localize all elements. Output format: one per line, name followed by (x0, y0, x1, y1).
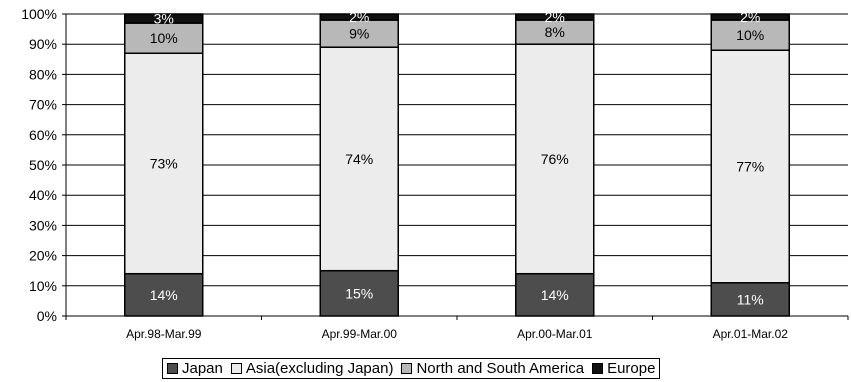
legend-label: Europe (607, 360, 656, 377)
legend-label: North and South America (416, 360, 585, 377)
y-tick-label: 80% (29, 66, 57, 82)
legend-label: Asia(excluding Japan) (245, 360, 394, 377)
y-tick-label: 20% (29, 248, 57, 264)
legend-swatch (401, 363, 413, 374)
data-label: 73% (150, 155, 178, 171)
bar-segment (124, 13, 204, 24)
data-label: 10% (150, 30, 178, 46)
bar-segment (124, 52, 204, 275)
data-label: 76% (541, 151, 569, 167)
bar-segment (319, 13, 399, 21)
legend-item: North and South America (401, 360, 584, 377)
data-label: 14% (150, 287, 178, 303)
y-tick-label: 100% (21, 6, 57, 22)
data-label: 15% (345, 285, 373, 301)
y-tick-label: 30% (29, 217, 57, 233)
bar-segment (515, 13, 595, 21)
x-tick-label: Apr.01-Mar.02 (713, 327, 789, 341)
y-tick-label: 70% (29, 97, 57, 113)
data-label: 11% (737, 291, 764, 307)
bar-segment (710, 282, 790, 317)
x-tick-label: Apr.98-Mar.99 (126, 327, 202, 341)
y-tick-label: 60% (29, 127, 57, 143)
y-tick-label: 90% (29, 36, 57, 52)
legend-swatch (230, 363, 242, 374)
legend-label: Japan (182, 360, 223, 377)
legend-item: Europe (592, 360, 655, 377)
data-label: 2% (545, 9, 565, 25)
y-tick-label: 40% (29, 187, 57, 203)
legend-item: Japan (167, 360, 223, 377)
data-label: 8% (545, 24, 565, 40)
bar-segment (124, 22, 204, 55)
data-label: 74% (345, 151, 373, 167)
data-label: 2% (740, 9, 760, 25)
bar-segment (319, 46, 399, 272)
bar-segment (515, 19, 595, 45)
x-tick-label: Apr.99-Mar.00 (322, 327, 398, 341)
bar-segment (710, 13, 790, 21)
legend-swatch (592, 363, 604, 374)
data-label: 10% (736, 27, 764, 43)
bar-segment (319, 269, 399, 317)
data-label: 2% (349, 9, 369, 25)
bar-segment (710, 49, 790, 284)
bar-segment (124, 272, 204, 317)
legend-swatch (167, 363, 178, 374)
data-label: 3% (154, 11, 174, 27)
legend-item: Asia(excluding Japan) (230, 360, 394, 377)
bar-segment (515, 43, 595, 275)
y-tick-label: 0% (37, 308, 57, 324)
x-tick-label: Apr.00-Mar.01 (517, 327, 593, 341)
chart-legend: Japan Asia(excluding Japan) North and Sout… (162, 358, 661, 379)
bar-segment (319, 19, 399, 48)
y-tick-label: 10% (29, 278, 57, 294)
y-tick-label: 50% (29, 157, 57, 173)
data-label: 9% (349, 26, 369, 42)
data-label: 14% (541, 287, 569, 303)
data-label: 77% (736, 159, 764, 175)
bar-segment (710, 19, 790, 51)
